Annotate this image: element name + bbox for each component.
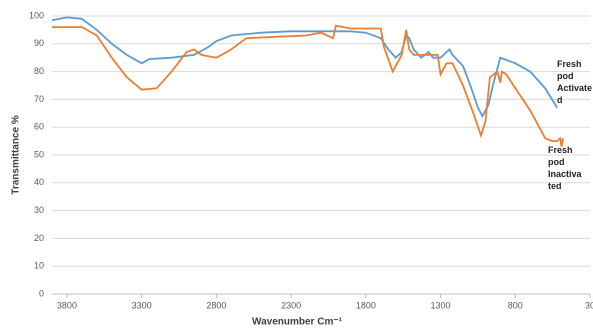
x-axis-title: Wavenumber Cm⁻¹ bbox=[252, 317, 343, 328]
x-tick-label: 1300 bbox=[431, 300, 451, 310]
series-label: Fresh pod Inactivated bbox=[548, 145, 582, 191]
y-tick-label: 80 bbox=[34, 66, 44, 76]
y-tick-label: 60 bbox=[34, 122, 44, 132]
y-tick-label: 0 bbox=[39, 288, 44, 298]
x-tick-label: 2300 bbox=[281, 300, 301, 310]
x-tick-label: 1800 bbox=[356, 300, 376, 310]
y-tick-label: 70 bbox=[34, 94, 44, 104]
y-tick-label: 50 bbox=[34, 149, 44, 159]
x-tick-label: 2800 bbox=[206, 300, 226, 310]
y-tick-label: 100 bbox=[29, 10, 44, 20]
y-tick-label: 40 bbox=[34, 177, 44, 187]
x-tick-label: 30 bbox=[585, 300, 593, 310]
x-tick-label: 800 bbox=[508, 300, 523, 310]
x-tick-label: 3300 bbox=[132, 300, 152, 310]
y-tick-label: 20 bbox=[34, 233, 44, 243]
y-axis-title: Transmittance % bbox=[11, 115, 22, 195]
y-tick-label: 10 bbox=[34, 261, 44, 271]
series-label: Fresh pod Activated bbox=[557, 59, 593, 105]
x-tick-label: 3800 bbox=[57, 300, 77, 310]
series-line bbox=[51, 16, 558, 118]
y-tick-label: 90 bbox=[34, 38, 44, 48]
y-tick-label: 30 bbox=[34, 205, 44, 215]
series-line bbox=[52, 24, 564, 147]
